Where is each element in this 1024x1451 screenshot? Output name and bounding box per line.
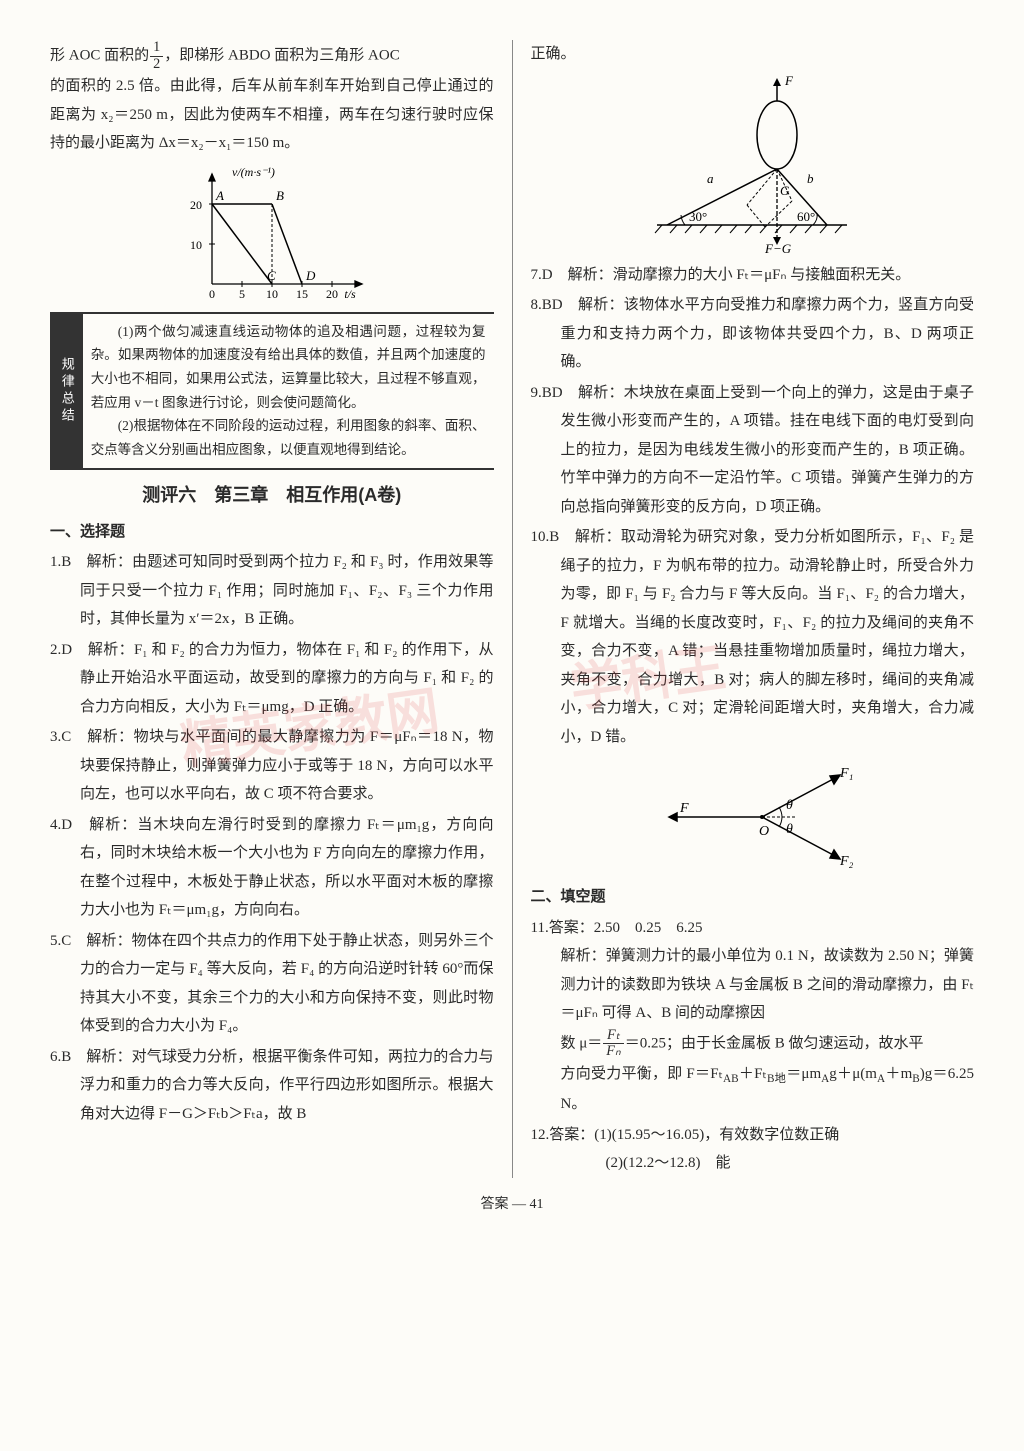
tip-label: 规律总结 bbox=[50, 314, 83, 468]
svg-text:t/s: t/s bbox=[344, 287, 356, 301]
svg-text:10: 10 bbox=[266, 287, 278, 301]
q1: 1.B 解析：由题述可知同时受到两个拉力 F₂ 和 F₃ 时，作用效果等同于只受… bbox=[50, 548, 494, 634]
vt-chart: 0 5 10 15 20 t/s 10 20 v/(m·s⁻¹) bbox=[50, 164, 494, 304]
svg-text:O: O bbox=[759, 824, 769, 839]
svg-text:F−G: F−G bbox=[764, 241, 792, 255]
svg-text:A: A bbox=[215, 188, 224, 203]
svg-text:15: 15 bbox=[296, 287, 308, 301]
svg-text:v/(m·s⁻¹): v/(m·s⁻¹) bbox=[232, 165, 275, 179]
left-column: 形 AOC 面积的12，即梯形 ABDO 面积为三角形 AOC 的面积的 2.5… bbox=[50, 40, 494, 1178]
svg-text:F: F bbox=[679, 801, 689, 816]
svg-text:20: 20 bbox=[190, 198, 202, 212]
svg-text:F: F bbox=[784, 75, 794, 88]
subtitle-choice: 一、选择题 bbox=[50, 518, 494, 547]
q5: 5.C 解析：物体在四个共点力的作用下处于静止状态，则另外三个力的合力一定与 F… bbox=[50, 927, 494, 1041]
subtitle-fill: 二、填空题 bbox=[531, 883, 975, 912]
section-title: 测评六 第三章 相互作用(A卷) bbox=[50, 478, 494, 512]
svg-text:θ: θ bbox=[786, 822, 793, 837]
pulley-force-diagram: F O F₁ F₂ θ θ bbox=[531, 757, 975, 877]
right-column: 正确。 bbox=[531, 40, 975, 1178]
q11-ans: 11.答案：2.50 0.25 6.25 bbox=[531, 914, 975, 943]
text-span: 形 AOC 面积的 bbox=[50, 48, 149, 64]
svg-text:b: b bbox=[807, 171, 814, 186]
intro-text: 形 AOC 面积的12，即梯形 ABDO 面积为三角形 AOC bbox=[50, 40, 494, 72]
q7: 7.D 解析：滑动摩擦力的大小 Fₜ＝μFₙ 与接触面积无关。 bbox=[531, 261, 975, 290]
svg-text:C: C bbox=[267, 268, 276, 283]
svg-text:20: 20 bbox=[326, 287, 338, 301]
q12-a: 12.答案：(1)(15.95～16.05)，有效数字位数正确 bbox=[531, 1121, 975, 1150]
two-column-layout: 形 AOC 面积的12，即梯形 ABDO 面积为三角形 AOC 的面积的 2.5… bbox=[50, 40, 974, 1178]
q11-expl3: 方向受力平衡，即 F＝FₜAB＋FₜB地＝μmAg＋μ(mA＋mB)g＝6.25… bbox=[531, 1060, 975, 1119]
svg-text:G: G bbox=[780, 183, 790, 198]
svg-text:0: 0 bbox=[209, 287, 215, 301]
q2: 2.D 解析：F₁ 和 F₂ 的合力为恒力，物体在 F₁ 和 F₂ 的作用下，从… bbox=[50, 636, 494, 722]
q6: 6.B 解析：对气球受力分析，根据平衡条件可知，两拉力的合力与浮力和重力的合力等… bbox=[50, 1043, 494, 1129]
q6-continue: 正确。 bbox=[531, 40, 975, 69]
tip-content: (1)两个做匀减速直线运动物体的追及相遇问题，过程较为复杂。如果两物体的加速度没… bbox=[83, 314, 494, 468]
svg-text:B: B bbox=[276, 188, 284, 203]
svg-text:a: a bbox=[707, 171, 714, 186]
q4: 4.D 解析：当木块向左滑行时受到的摩擦力 Fₜ＝μm₁g，方向向右，同时木块给… bbox=[50, 811, 494, 925]
page-footer: 答案 — 41 bbox=[50, 1192, 974, 1219]
svg-text:30°: 30° bbox=[689, 209, 707, 224]
tip-box: 规律总结 (1)两个做匀减速直线运动物体的追及相遇问题，过程较为复杂。如果两物体… bbox=[50, 312, 494, 470]
svg-text:5: 5 bbox=[239, 287, 245, 301]
tip-p1: (1)两个做匀减速直线运动物体的追及相遇问题，过程较为复杂。如果两物体的加速度没… bbox=[91, 320, 486, 415]
balloon-force-diagram: F a b 30° 60° G F−G bbox=[531, 75, 975, 255]
q10: 10.B 解析：取动滑轮为研究对象，受力分析如图所示，F₁、F₂ 是绳子的拉力，… bbox=[531, 523, 975, 751]
q9: 9.BD 解析：木块放在桌面上受到一个向上的弹力，这是由于桌子发生微小形变而产生… bbox=[531, 379, 975, 522]
text-span: 数 μ＝ bbox=[561, 1035, 603, 1051]
tip-p2: (2)根据物体在不同阶段的运动过程，利用图象的斜率、面积、交点等含义分别画出相应… bbox=[91, 414, 486, 461]
svg-text:F₂: F₂ bbox=[839, 854, 854, 869]
column-divider bbox=[512, 40, 513, 1178]
text-span: ，即梯形 ABDO 面积为三角形 AOC bbox=[164, 48, 399, 64]
svg-text:F₁: F₁ bbox=[839, 766, 853, 781]
svg-text:D: D bbox=[305, 268, 316, 283]
q3: 3.C 解析：物块与水平面间的最大静摩擦力为 F＝μFₙ＝18 N，物块要保持静… bbox=[50, 723, 494, 809]
svg-text:10: 10 bbox=[190, 238, 202, 252]
intro-text-2: 的面积的 2.5 倍。由此得，后车从前车刹车开始到自己停止通过的距离为 x₂＝2… bbox=[50, 72, 494, 158]
svg-text:60°: 60° bbox=[797, 209, 815, 224]
q8: 8.BD 解析：该物体水平方向受推力和摩擦力两个力，竖直方向受重力和支持力两个力… bbox=[531, 291, 975, 377]
q11-expl: 解析：弹簧测力计的最小单位为 0.1 N，故读数为 2.50 N；弹簧测力计的读… bbox=[531, 942, 975, 1028]
frac-den: Fₙ bbox=[603, 1044, 623, 1060]
svg-text:θ: θ bbox=[786, 798, 793, 813]
frac-num: Fₜ bbox=[603, 1028, 623, 1045]
q11-expl2: 数 μ＝FₜFₙ＝0.25；由于长金属板 B 做匀速运动，故水平 bbox=[531, 1028, 975, 1060]
q12-b: (2)(12.2～12.8) 能 bbox=[531, 1149, 975, 1178]
text-span: ＝0.25；由于长金属板 B 做匀速运动，故水平 bbox=[625, 1035, 924, 1051]
